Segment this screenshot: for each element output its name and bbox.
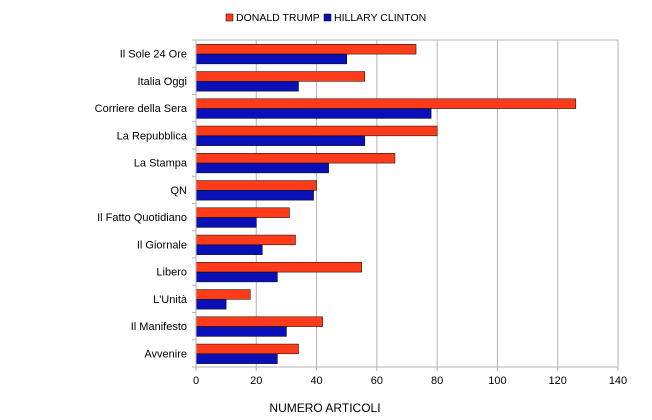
category-label: Italia Oggi	[137, 76, 187, 88]
category-label: La Repubblica	[117, 130, 188, 142]
bar-trump	[195, 207, 290, 218]
category-label: L'Unità	[153, 294, 188, 306]
bar-clinton	[195, 217, 257, 228]
bar-clinton	[195, 353, 278, 364]
x-tick-label: 140	[609, 375, 627, 387]
category-label: Il Giornale	[137, 239, 187, 251]
x-tick-label: 20	[250, 375, 262, 387]
category-label: Libero	[156, 267, 187, 279]
bar-clinton	[195, 299, 227, 310]
bar-trump	[195, 262, 363, 273]
bar-trump	[195, 153, 396, 164]
category-label: Il Manifesto	[131, 321, 187, 333]
bar-clinton	[195, 53, 347, 65]
bar-trump	[195, 180, 317, 191]
category-label: Avvenire	[144, 348, 187, 360]
category-label: La Stampa	[134, 158, 188, 170]
legend: DONALD TRUMP HILLARY CLINTON	[225, 12, 426, 24]
bar-clinton	[195, 190, 314, 201]
bar-clinton	[195, 162, 329, 174]
x-tick-label: 0	[193, 375, 199, 387]
plot-background	[196, 40, 618, 367]
bar-clinton	[195, 244, 263, 255]
x-tick-label: 100	[488, 375, 506, 387]
bar-trump	[195, 71, 366, 82]
plot-area: 0 20 40 60 80 100 120 140 Il Sole 24 Ore Italia O…	[95, 39, 627, 387]
bar-clinton	[195, 81, 299, 92]
legend-swatch-trump	[225, 13, 234, 22]
x-tick-label: 80	[431, 375, 443, 387]
category-label: Corriere della Sera	[95, 103, 188, 115]
x-tick-label: 60	[371, 375, 383, 387]
x-axis-title: NUMERO ARTICOLI	[269, 401, 380, 415]
bar-trump	[195, 316, 323, 327]
x-tick-label: 40	[310, 375, 322, 387]
bar-trump	[195, 98, 577, 109]
bar-clinton	[195, 135, 366, 146]
bar-trump	[195, 289, 251, 300]
legend-label-trump: DONALD TRUMP	[236, 12, 320, 24]
bar-trump	[195, 343, 299, 355]
bar-clinton	[195, 271, 278, 283]
legend-swatch-clinton	[323, 13, 332, 22]
bar-clinton	[195, 326, 287, 337]
bar-trump	[195, 44, 417, 55]
legend-label-clinton: HILLARY CLINTON	[334, 12, 426, 24]
bar-trump	[195, 234, 296, 246]
category-label: Il Sole 24 Ore	[120, 49, 187, 61]
bar-clinton	[195, 108, 432, 119]
x-tick-label: 120	[549, 375, 567, 387]
category-label: Il Fatto Quotidiano	[97, 212, 187, 224]
category-label: QN	[171, 185, 188, 197]
bar-trump	[195, 125, 438, 137]
